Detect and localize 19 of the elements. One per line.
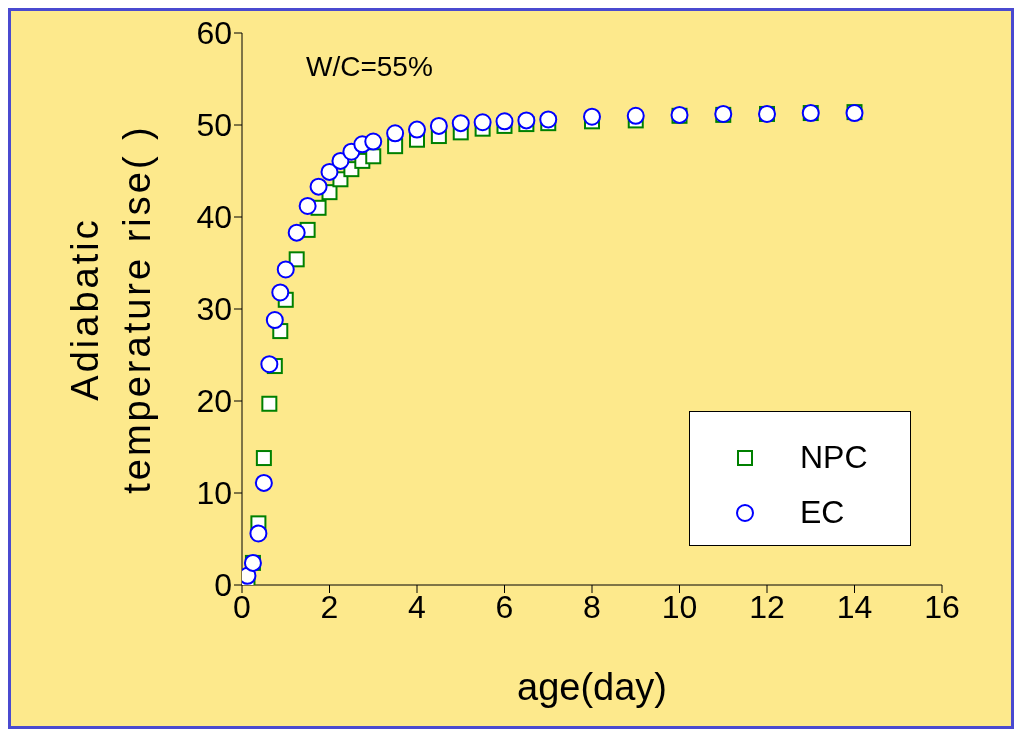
legend-label: EC [800, 494, 845, 531]
y-tick-label: 60 [196, 15, 232, 52]
y-tick-label: 40 [196, 199, 232, 236]
x-tick-label: 12 [749, 588, 785, 625]
annotation: W/C=55% [306, 51, 433, 83]
legend-label: NPC [800, 439, 868, 476]
x-tick-label: 16 [924, 588, 960, 625]
x-tick-label: 2 [320, 588, 339, 625]
y-tick-label: 50 [196, 107, 232, 144]
x-tick-label: 8 [583, 588, 601, 625]
x-tick-label: 10 [661, 588, 698, 625]
x-axis-title: age(day) [517, 666, 667, 708]
y-tick-label: 20 [196, 383, 232, 420]
y-tick-label: 30 [196, 291, 232, 328]
x-tick-label: 14 [836, 588, 873, 625]
x-tick-label: 4 [408, 588, 426, 625]
x-tick-label: 6 [495, 588, 514, 625]
y-tick-label: 10 [196, 475, 232, 512]
y-axis-title: Adiabatic temperature rise( ) [63, 124, 159, 494]
